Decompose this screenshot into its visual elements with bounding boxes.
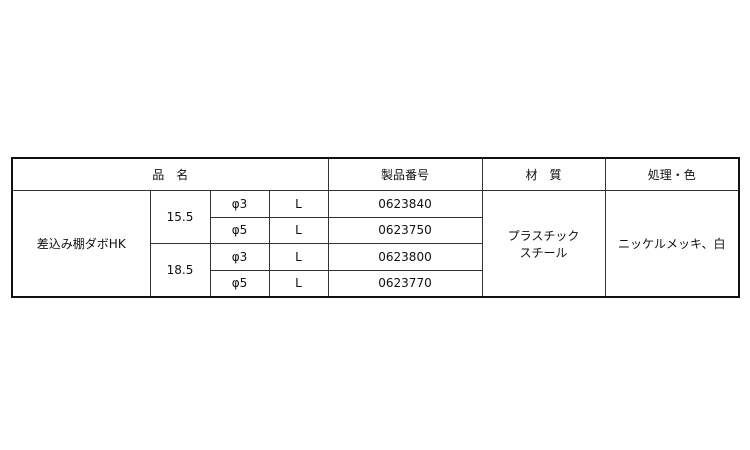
diameter-cell: φ5 — [209, 216, 270, 244]
product-number-cell: 0623840 — [327, 190, 483, 218]
length-cell: 15.5 — [149, 190, 211, 244]
diameter-cell: φ3 — [209, 190, 270, 218]
type-cell: L — [268, 216, 329, 244]
table-row: φ5 L 0623750 — [12, 216, 739, 244]
product-spec-table: 品 名 製品番号 材 質 処理・色 差込み棚ダボHK 15.5 φ3 L 062… — [11, 157, 740, 298]
product-number-cell: 0623750 — [327, 216, 483, 244]
material-line: スチール — [519, 245, 568, 260]
material-cell: プラスチック スチール — [481, 190, 606, 298]
length-cell: 18.5 — [149, 243, 211, 298]
diameter-cell: φ3 — [209, 243, 270, 271]
table-row: 差込み棚ダボHK 15.5 φ3 L 0623840 プラスチック スチール ニ… — [11, 190, 740, 298]
product-number-cell: 0623800 — [327, 243, 483, 271]
finish-cell: ニッケルメッキ、白 — [604, 190, 740, 298]
table-row: 18.5 φ3 L 0623800 — [12, 243, 739, 298]
header-material: 材 質 — [481, 157, 606, 191]
table-row: φ5 L 0623770 — [12, 269, 739, 298]
material-line: プラスチック — [507, 228, 580, 243]
header-row: 品 名 製品番号 材 質 処理・色 — [11, 157, 740, 191]
type-cell: L — [268, 269, 329, 298]
header-product-name: 品 名 — [11, 157, 329, 191]
product-number-cell: 0623770 — [327, 269, 483, 298]
type-cell: L — [268, 190, 329, 218]
type-cell: L — [268, 243, 329, 271]
header-product-number: 製品番号 — [327, 157, 483, 191]
header-finish-color: 処理・色 — [604, 157, 740, 191]
product-name-cell: 差込み棚ダボHK — [11, 190, 151, 298]
diameter-cell: φ5 — [209, 269, 270, 298]
